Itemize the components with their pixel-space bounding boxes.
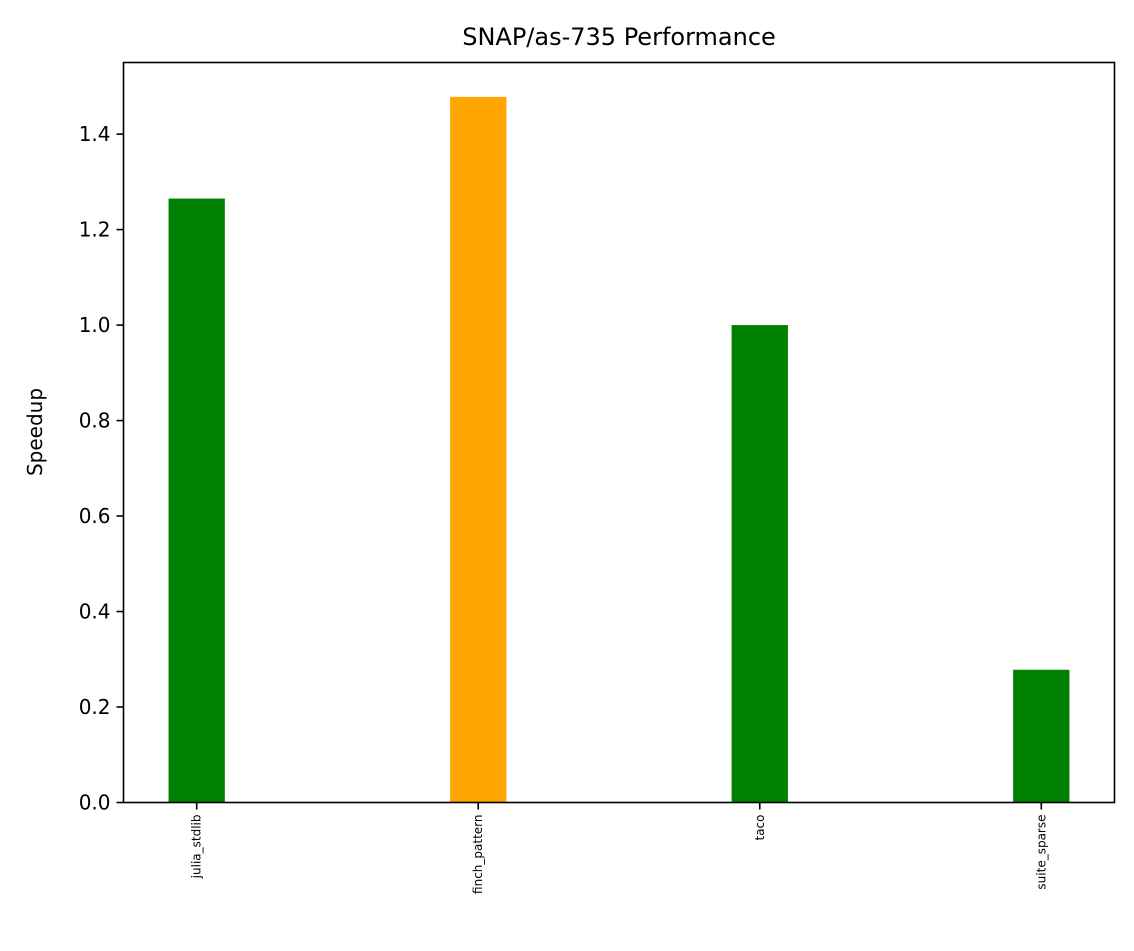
x-tick-label: suite_sparse	[1034, 815, 1048, 890]
y-axis-ticks: 0.0 0.2 0.4 0.6 0.8 1.0 1.2 1.4	[79, 122, 124, 815]
x-tick-label: taco	[753, 815, 767, 841]
y-tick-label: 1.0	[79, 313, 111, 337]
x-axis-ticks: julia_stdlib finch_pattern taco suite_spars…	[190, 802, 1048, 894]
bar-julia-stdlib	[168, 198, 225, 803]
y-tick-label: 1.2	[79, 218, 111, 242]
y-tick-label: 0.2	[79, 695, 111, 719]
bars-group	[168, 96, 1070, 803]
chart-title: SNAP/as-735 Performance	[462, 23, 776, 51]
y-tick-label: 1.4	[79, 122, 111, 146]
y-tick-label: 0.6	[79, 504, 111, 528]
plot-frame	[122, 61, 1116, 804]
y-axis-label: Speedup	[23, 388, 47, 476]
bar-finch-pattern	[450, 96, 507, 803]
bar-suite-sparse	[1013, 669, 1070, 803]
y-tick-label: 0.0	[79, 791, 111, 815]
x-tick-label: julia_stdlib	[190, 815, 204, 880]
bar-taco	[731, 325, 788, 803]
x-tick-label: finch_pattern	[471, 815, 485, 894]
y-tick-label: 0.8	[79, 409, 111, 433]
y-tick-label: 0.4	[79, 600, 111, 624]
